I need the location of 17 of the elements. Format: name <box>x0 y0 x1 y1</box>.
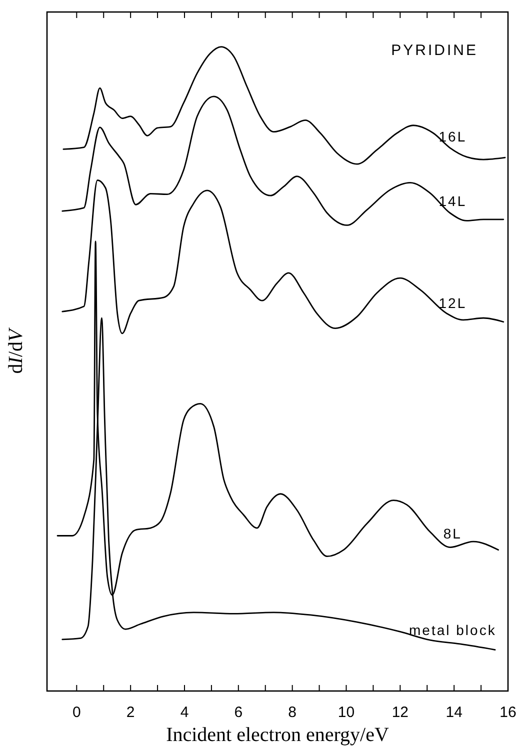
x-tick-label: 4 <box>180 704 189 721</box>
x-axis-title: Incident electron energy/eV <box>166 724 390 746</box>
series-label: metal block <box>409 622 496 638</box>
x-tick-label: 10 <box>338 704 355 721</box>
series-label: 16L <box>438 128 467 144</box>
annotation: PYRIDINE <box>391 42 478 59</box>
x-tick-label: 0 <box>72 704 81 721</box>
series-label: 8L <box>443 526 462 542</box>
x-tick-label: 2 <box>126 704 135 721</box>
y-axis-title: dI/dV <box>5 326 27 374</box>
x-tick-label: 12 <box>392 704 409 721</box>
x-tick-label: 16 <box>500 704 516 721</box>
x-tick-label: 14 <box>446 704 462 721</box>
x-tick-label: 6 <box>234 704 243 721</box>
x-tick-label: 8 <box>288 704 296 721</box>
series-label: 12L <box>438 294 467 311</box>
series-label: 14L <box>438 193 467 210</box>
